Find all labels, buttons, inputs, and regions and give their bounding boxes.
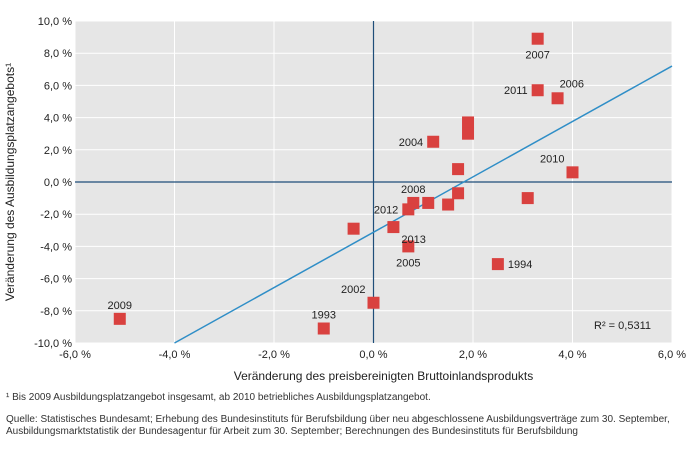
point-label: 2008	[401, 184, 425, 196]
y-tick-label: -10,0 %	[34, 338, 72, 350]
footnote: ¹ Bis 2009 Ausbildungsplatzangebot insge…	[6, 392, 431, 403]
y-tick-labels: 10,0 % 8,0 % 6,0 % 4,0 % 2,0 % 0,0 % -2,0 % -4,…	[34, 16, 72, 350]
data-point	[452, 163, 465, 176]
point-label: 2002	[341, 284, 365, 296]
point-label: 2005	[396, 257, 420, 269]
point-label: 2013	[401, 234, 425, 246]
source-note: Quelle: Statistisches Bundesamt; Erhebun…	[6, 414, 670, 437]
data-point	[347, 222, 360, 235]
data-point	[491, 258, 504, 271]
data-point	[422, 196, 435, 209]
zero-axes	[75, 21, 672, 343]
x-axis-title: Veränderung des preisbereinigten Bruttoi…	[234, 369, 534, 383]
data-point	[442, 198, 455, 211]
x-tick-label: -4,0 %	[159, 349, 191, 361]
point-label: 2007	[525, 50, 549, 62]
y-tick-label: 2,0 %	[44, 145, 72, 157]
y-tick-label: 8,0 %	[44, 48, 72, 60]
y-tick-label: 4,0 %	[44, 113, 72, 125]
point-label: 2010	[540, 153, 564, 165]
y-axis-title: Veränderung des Ausbildungsplatzangebots…	[3, 63, 17, 301]
x-tick-label: -2,0 %	[258, 349, 290, 361]
y-tick-label: -8,0 %	[40, 306, 72, 318]
data-point	[452, 187, 465, 200]
data-point	[317, 322, 330, 335]
point-label: 2006	[560, 78, 584, 90]
x-tick-label: 6,0 %	[658, 349, 686, 361]
data-point	[402, 203, 415, 216]
point-label: 1994	[508, 259, 532, 271]
y-tick-label: -4,0 %	[40, 241, 72, 253]
data-point	[387, 221, 400, 234]
x-tick-label: -6,0 %	[59, 349, 91, 361]
y-tick-label: 6,0 %	[44, 80, 72, 92]
data-points	[113, 32, 579, 335]
data-point	[566, 166, 579, 179]
x-tick-label: 2,0 %	[459, 349, 487, 361]
data-point	[462, 127, 475, 140]
data-point	[402, 240, 415, 253]
point-label: 2012	[374, 204, 398, 216]
data-point	[521, 192, 534, 205]
point-label: 2011	[504, 85, 528, 97]
data-point	[367, 296, 380, 309]
data-point	[427, 135, 440, 148]
scatter-chart: -6,0 % -4,0 % -2,0 % 0,0 % 2,0 % 4,0 % 6,0 % 1…	[3, 16, 686, 383]
y-tick-label: -2,0 %	[40, 209, 72, 221]
x-tick-label: 4,0 %	[558, 349, 586, 361]
y-tick-label: 0,0 %	[44, 177, 72, 189]
x-tick-labels: -6,0 % -4,0 % -2,0 % 0,0 % 2,0 % 4,0 % 6,0 %	[59, 349, 686, 361]
data-point	[531, 84, 544, 97]
point-label: 1993	[312, 310, 336, 322]
point-label: 2004	[399, 137, 423, 149]
data-point	[551, 92, 564, 105]
point-label: 2009	[108, 300, 132, 312]
data-point	[113, 312, 126, 325]
r-squared-label: R² = 0,5311	[594, 320, 651, 332]
y-tick-label: 10,0 %	[38, 16, 72, 28]
x-tick-label: 0,0 %	[359, 349, 387, 361]
data-point	[462, 116, 475, 129]
y-tick-label: -6,0 %	[40, 274, 72, 286]
data-point	[531, 32, 544, 45]
